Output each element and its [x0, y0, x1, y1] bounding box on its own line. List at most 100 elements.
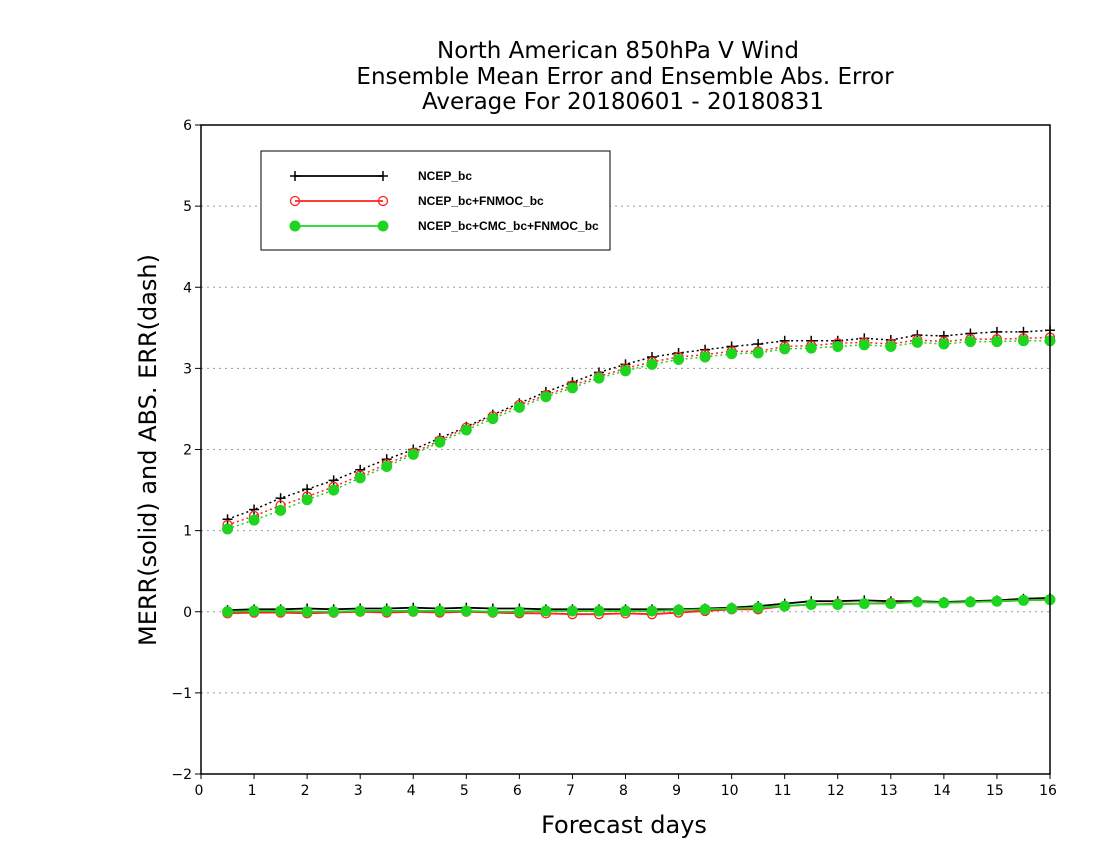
abs-err-point	[328, 484, 340, 496]
merr-point	[752, 602, 764, 614]
merr-point	[301, 606, 313, 618]
y-tick-label: 4	[183, 280, 192, 296]
merr-point	[487, 606, 499, 618]
merr-point	[699, 603, 711, 615]
merr-point	[328, 606, 340, 618]
abs-err-point	[991, 326, 1002, 337]
abs-err-point	[407, 448, 419, 460]
abs-err-point	[328, 475, 339, 486]
y-tick-label: −2	[171, 767, 192, 783]
series-ncep-bc-cmc-bc-fnmoc-bc	[222, 335, 1056, 618]
merr-point	[832, 598, 844, 610]
x-tick-label: 9	[672, 783, 681, 799]
x-tick-label: 2	[301, 783, 310, 799]
merr-point	[275, 605, 287, 617]
x-tick-label: 16	[1039, 783, 1057, 799]
abs-err-point	[620, 365, 631, 377]
abs-err-point	[301, 494, 313, 506]
merr-point	[858, 598, 870, 610]
y-tick-label: −1	[171, 686, 192, 702]
abs-err-point	[434, 436, 446, 448]
legend-marker	[289, 220, 301, 232]
merr-point	[513, 606, 525, 618]
series-ncep-bc-fnmoc-bc	[222, 332, 1056, 620]
abs-err-point	[354, 472, 366, 484]
abs-err-point	[487, 413, 499, 425]
abs-err-point	[673, 353, 685, 365]
abs-err-point	[699, 351, 711, 363]
x-tick-label: 11	[774, 783, 792, 799]
merr-point	[885, 598, 897, 610]
chart-title: North American 850hPa V Wind Ensemble Me…	[356, 38, 894, 115]
y-tick-label: 5	[183, 199, 192, 215]
merr-point	[991, 595, 1003, 607]
legend: NCEP_bc NCEP_bc+FNMOC_bc NCEP_bc+CMC_bc+FN…	[260, 150, 611, 251]
x-tick-label: 4	[407, 783, 416, 799]
legend-item-ncep-bc-cmc-bc-fnmoc-bc: NCEP_bc+CMC_bc+FNMOC_bc	[289, 219, 599, 233]
abs-err-point	[381, 461, 393, 473]
merr-point	[805, 598, 817, 610]
title-line-1: North American 850hPa V Wind	[437, 38, 799, 64]
abs-err-point	[222, 523, 234, 535]
x-tick-label: 1	[248, 783, 257, 799]
abs-err-point	[275, 493, 286, 504]
legend-label: NCEP_bc+CMC_bc+FNMOC_bc	[418, 219, 599, 233]
x-tick-label: 0	[195, 783, 204, 799]
legend-marker	[377, 220, 389, 232]
abs-err-point	[858, 339, 870, 351]
merr-point	[911, 596, 923, 608]
legend-marker	[289, 195, 301, 207]
abs-err-point	[991, 336, 1003, 348]
abs-err-point	[222, 514, 233, 525]
merr-point	[407, 605, 419, 617]
abs-err-point	[938, 338, 950, 350]
merr-point	[540, 605, 552, 617]
merr-line-ncep-bc	[227, 597, 1051, 612]
legend-marker	[290, 171, 300, 181]
abs-err-point	[726, 348, 738, 360]
merr-point	[248, 605, 260, 617]
x-tick-label: 10	[721, 783, 739, 799]
abs-err-line-ncep-bc	[227, 329, 1051, 520]
merr-point	[222, 606, 234, 618]
legend-marker	[378, 171, 388, 181]
abs-err-point	[885, 340, 897, 352]
abs-err-point	[460, 424, 472, 436]
abs-err-line-ncep-bc-fnmoc-bc	[227, 336, 1051, 526]
abs-err-point	[249, 504, 260, 515]
x-tick-label: 3	[354, 783, 363, 799]
x-tick-label: 12	[827, 783, 845, 799]
merr-point	[460, 605, 472, 617]
abs-err-point	[513, 401, 525, 413]
y-tick-label: 6	[183, 118, 192, 134]
abs-err-point	[566, 382, 578, 394]
abs-err-point	[911, 336, 923, 348]
legend-item-ncep-bc-fnmoc-bc: NCEP_bc+FNMOC_bc	[289, 194, 544, 208]
abs-err-point	[248, 514, 260, 526]
merr-point	[620, 605, 631, 617]
plot-series	[222, 325, 1056, 620]
series-ncep-bc	[222, 325, 1055, 616]
abs-err-point	[593, 372, 605, 384]
x-tick-label: 5	[460, 783, 469, 799]
abs-err-point	[540, 391, 552, 403]
abs-err-point	[1017, 335, 1029, 347]
x-tick-label: 15	[986, 783, 1004, 799]
x-tick-label: 7	[566, 783, 575, 799]
legend-marker	[377, 195, 389, 207]
merr-point	[779, 600, 791, 612]
y-tick-label: 1	[183, 524, 192, 540]
abs-err-point	[964, 336, 976, 348]
merr-point	[1017, 594, 1029, 606]
x-tick-label: 6	[513, 783, 522, 799]
abs-err-point	[779, 343, 791, 355]
y-tick-label: 3	[183, 361, 192, 377]
merr-point	[381, 605, 393, 617]
abs-err-point	[646, 358, 658, 370]
y-axis-label: MERR(solid) and ABS. ERR(dash)	[134, 254, 162, 646]
x-tick-label: 13	[880, 783, 898, 799]
merr-point	[646, 605, 658, 617]
abs-err-point	[302, 484, 313, 495]
title-line-3: Average For 20180601 - 20180831	[422, 89, 824, 115]
